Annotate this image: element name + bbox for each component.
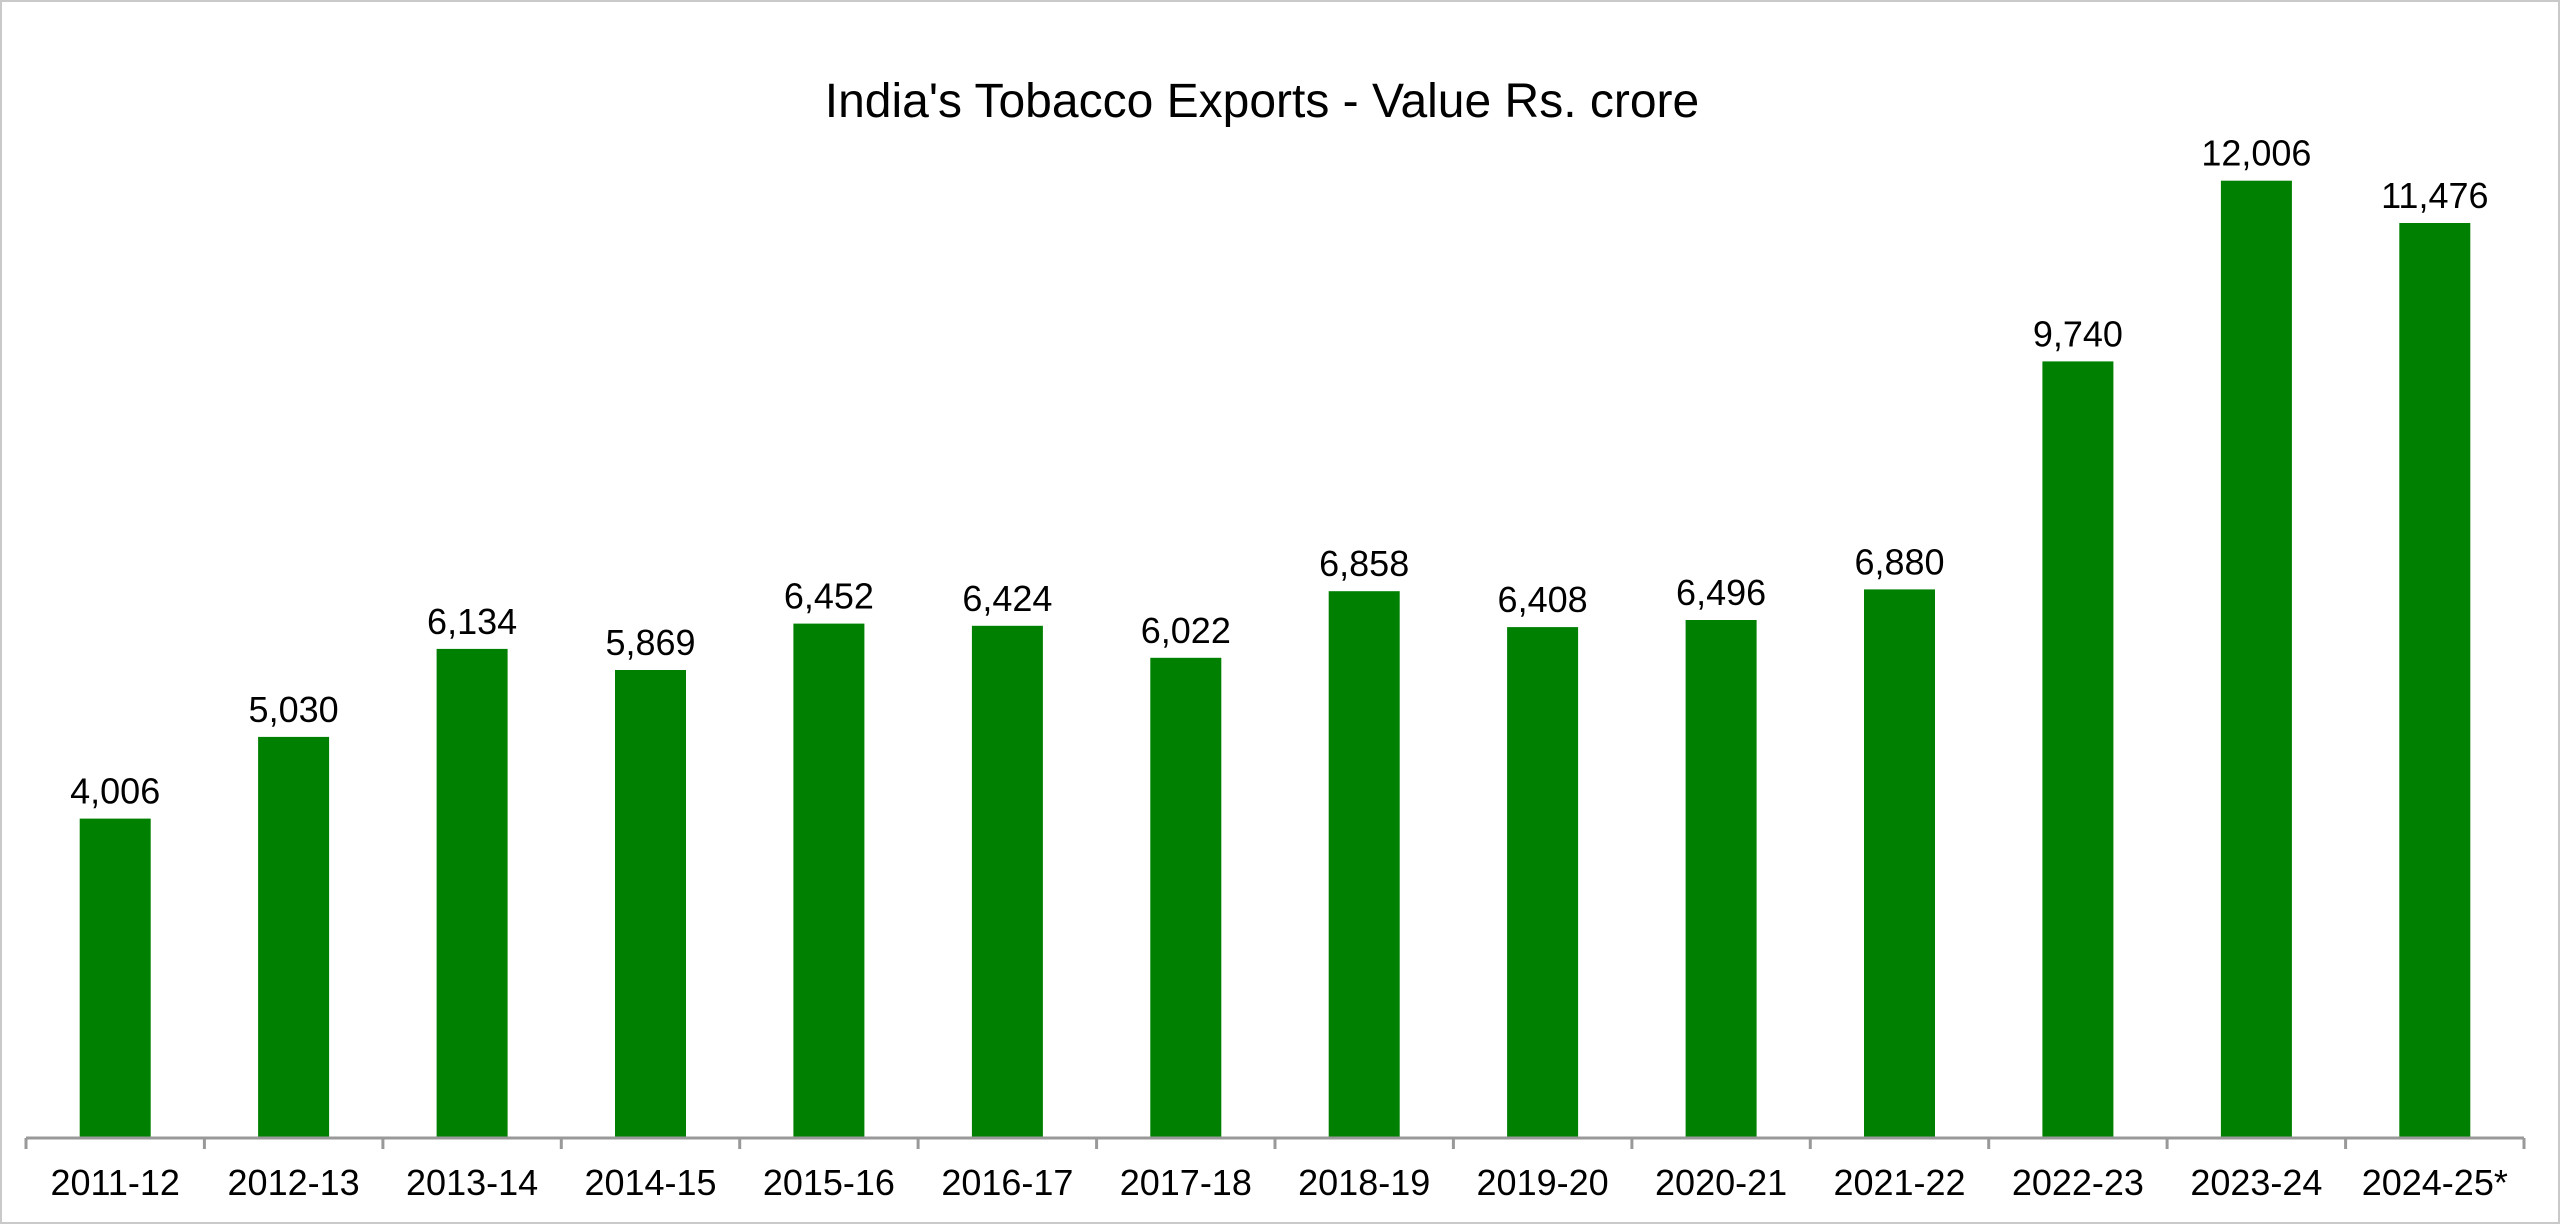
data-label-14: 11,476 bbox=[2381, 175, 2488, 216]
data-label-1: 4,006 bbox=[70, 771, 160, 812]
data-label-13: 12,006 bbox=[2201, 133, 2311, 174]
x-tick-label-8: 2018-19 bbox=[1298, 1162, 1430, 1203]
x-tick-label-7: 2017-18 bbox=[1120, 1162, 1252, 1203]
x-tick-label-12: 2022-23 bbox=[2012, 1162, 2144, 1203]
bars-layer bbox=[79, 180, 2471, 1138]
data-label-8: 6,858 bbox=[1319, 543, 1409, 584]
data-label-12: 9,740 bbox=[2033, 313, 2123, 354]
x-tick-label-5: 2015-16 bbox=[763, 1162, 895, 1203]
bar-7 bbox=[1150, 657, 1222, 1138]
data-label-7: 6,022 bbox=[1141, 610, 1231, 651]
x-tick-label-1: 2011-12 bbox=[50, 1162, 179, 1203]
data-label-3: 6,134 bbox=[427, 601, 517, 642]
bar-2 bbox=[258, 736, 330, 1138]
bar-1 bbox=[79, 818, 151, 1138]
x-tick-label-4: 2014-15 bbox=[584, 1162, 716, 1203]
bar-6 bbox=[971, 625, 1043, 1138]
data-labels-layer: 4,006 5,030 6,134 5,869 6,452 6,424 6,022 6,858… bbox=[70, 133, 2488, 812]
bar-11 bbox=[1864, 589, 1935, 1138]
x-tick-label-10: 2020-21 bbox=[1655, 1162, 1787, 1203]
bar-13 bbox=[2220, 180, 2292, 1138]
x-tick-label-6: 2016-17 bbox=[941, 1162, 1073, 1203]
bar-10 bbox=[1685, 620, 1757, 1138]
data-label-10: 6,496 bbox=[1676, 572, 1766, 613]
data-label-4: 5,869 bbox=[605, 622, 695, 663]
data-label-11: 6,880 bbox=[1854, 541, 1944, 582]
x-tick-label-2: 2012-13 bbox=[228, 1162, 360, 1203]
x-tick-label-11: 2021-22 bbox=[1833, 1162, 1965, 1203]
x-tick-label-9: 2019-20 bbox=[1477, 1162, 1609, 1203]
bar-4 bbox=[615, 670, 686, 1138]
x-tick-label-13: 2023-24 bbox=[2190, 1162, 2322, 1203]
chart-title: India's Tobacco Exports - Value Rs. cror… bbox=[825, 75, 1699, 128]
data-label-6: 6,424 bbox=[962, 578, 1052, 619]
bar-5 bbox=[793, 623, 865, 1138]
bar-9 bbox=[1507, 627, 1579, 1138]
bar-12 bbox=[2042, 361, 2114, 1138]
data-label-5: 6,452 bbox=[784, 576, 874, 617]
x-tick-label-3: 2013-14 bbox=[406, 1162, 538, 1203]
data-label-9: 6,408 bbox=[1498, 579, 1588, 620]
bar-8 bbox=[1328, 591, 1400, 1138]
x-tick-label-14: 2024-25* bbox=[2362, 1162, 2508, 1203]
bar-3 bbox=[436, 648, 508, 1138]
data-label-2: 5,030 bbox=[249, 689, 339, 730]
bar-14 bbox=[2399, 223, 2471, 1138]
x-axis: 2011-12 2012-13 2013-14 2014-15 2015-16 2016-… bbox=[24, 1136, 2526, 1203]
